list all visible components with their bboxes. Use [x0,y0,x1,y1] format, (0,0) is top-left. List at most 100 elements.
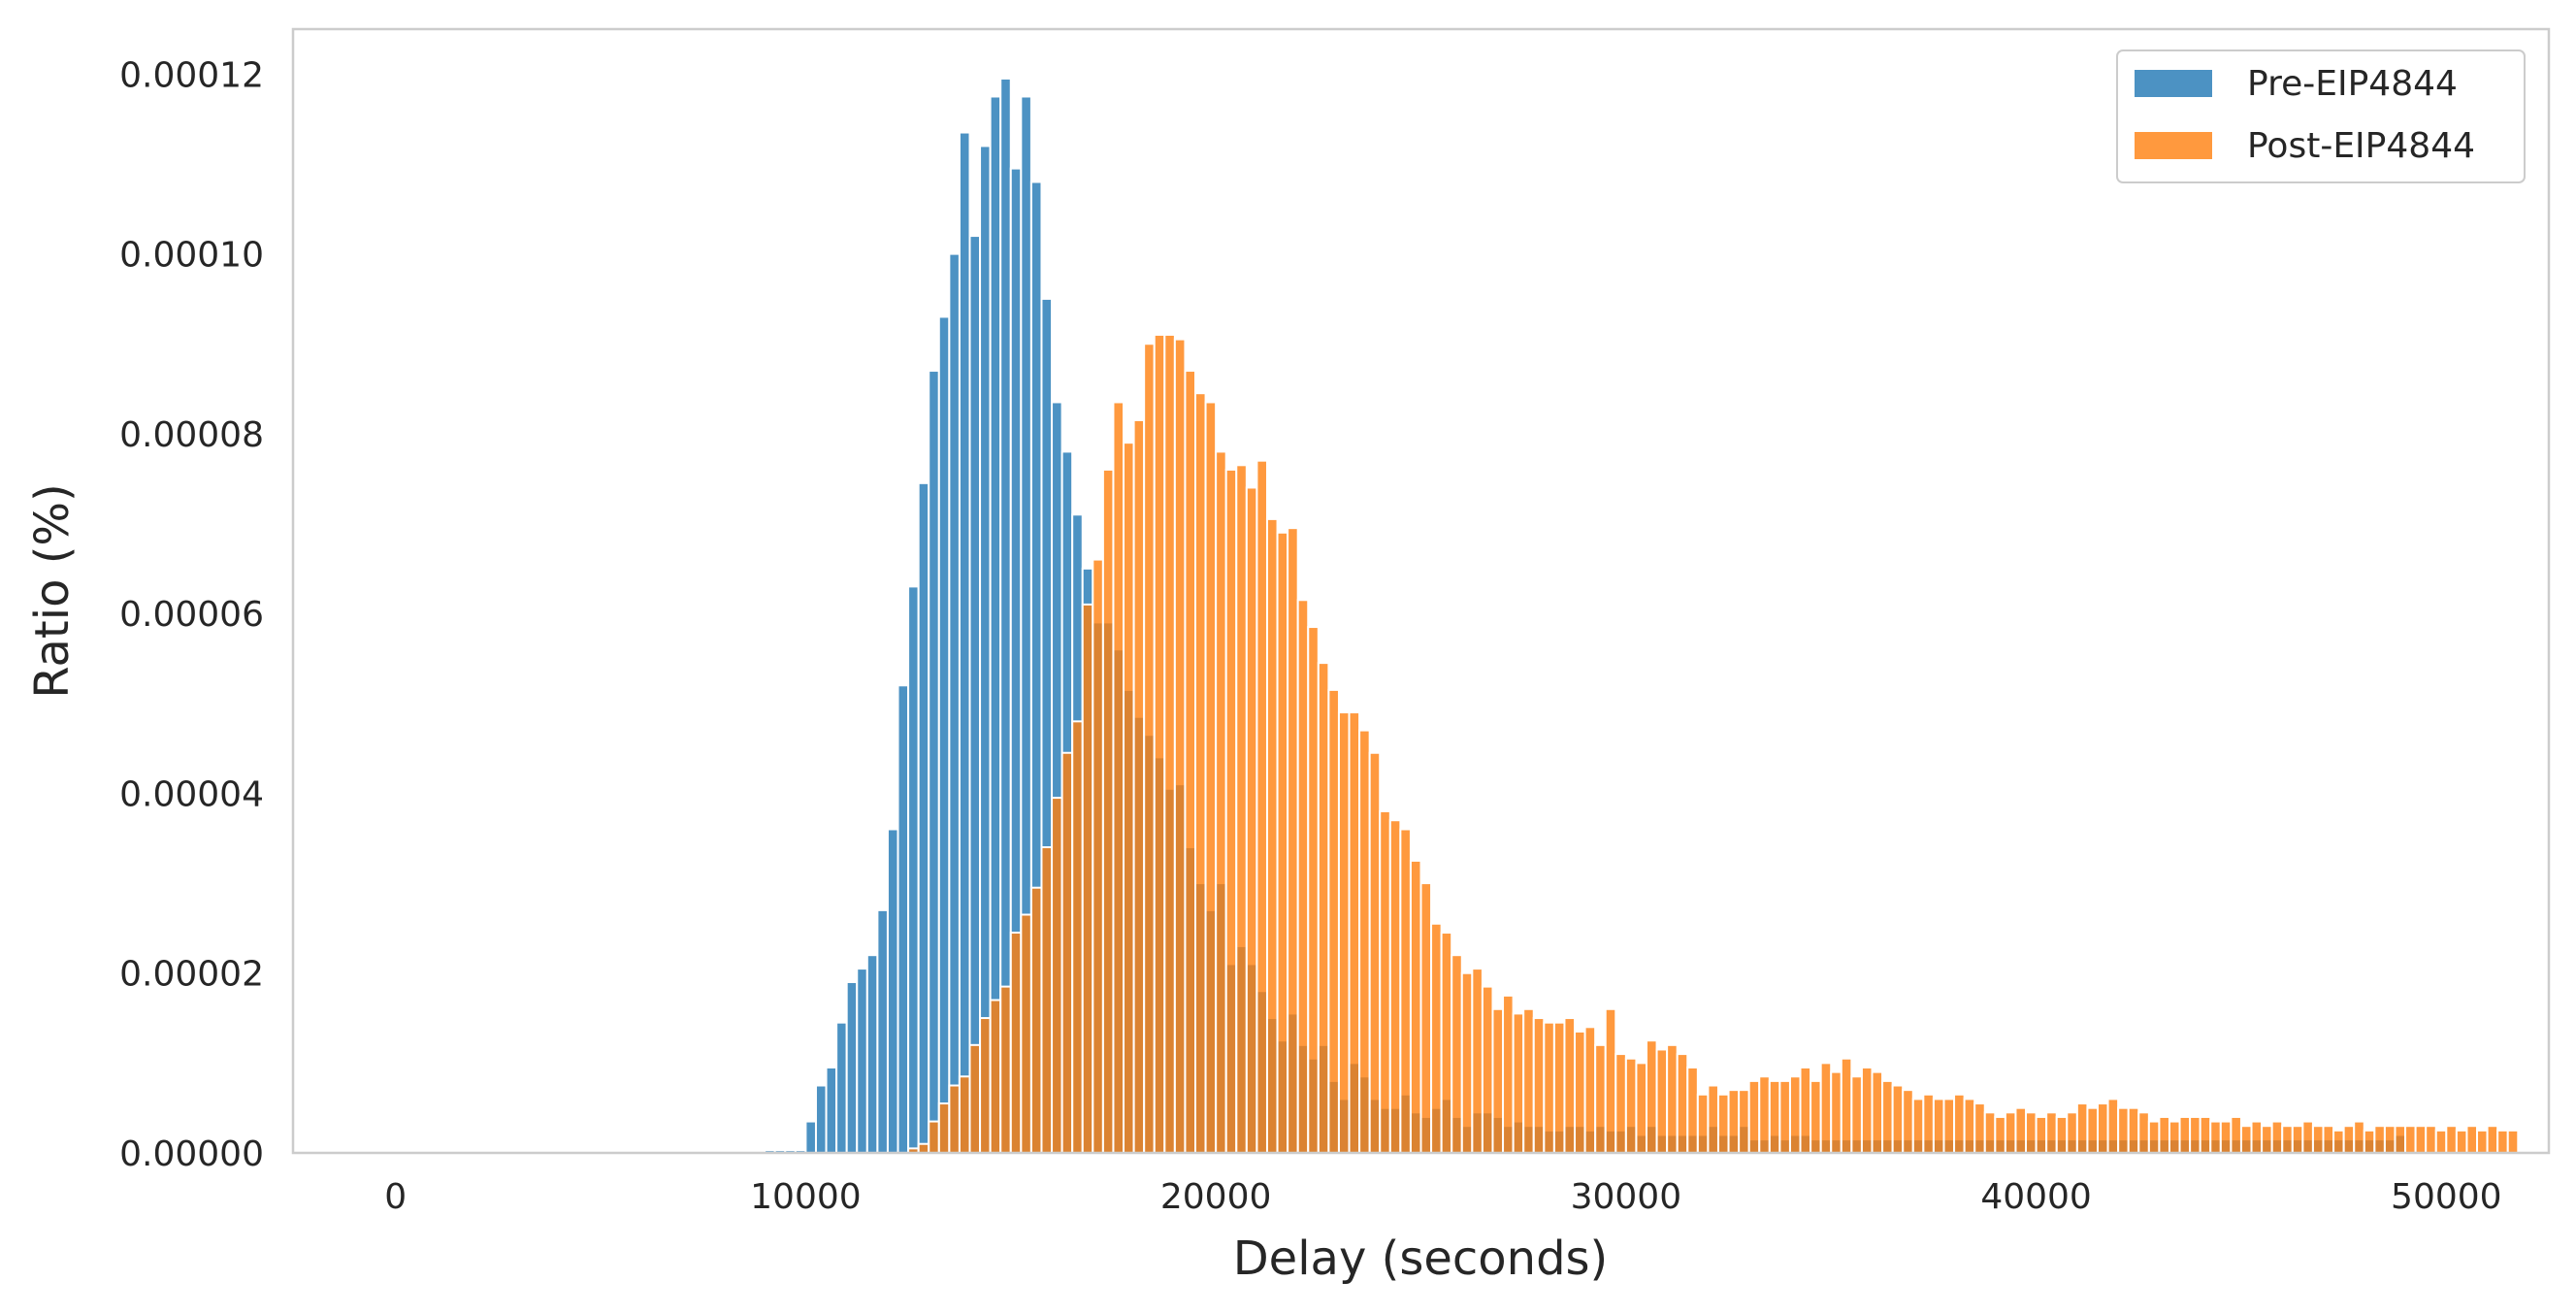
bar-post-152 [2281,1125,2294,1155]
bar-post-73 [1471,968,1484,1155]
bar-pre-15 [876,908,889,1155]
bar-post-133 [2086,1106,2100,1155]
bar-post-144 [2199,1115,2212,1154]
bar-post-88 [1624,1057,1638,1155]
bar-post-71 [1451,954,1463,1155]
bar-post-134 [2097,1102,2109,1154]
bar-post-69 [1430,922,1443,1154]
bar-post-169 [2455,1129,2468,1154]
bar-post-37 [1101,468,1115,1155]
bar-post-38 [1112,401,1125,1154]
bar-post-127 [2025,1111,2038,1155]
bar-post-149 [2250,1120,2264,1155]
bar-post-157 [2332,1129,2345,1154]
bar-post-77 [1512,1012,1525,1154]
bar-post-25 [979,1017,992,1155]
x-tick-label: 20000 [1160,1177,1272,1217]
bar-post-36 [1092,558,1104,1154]
bar-post-22 [948,1084,961,1155]
bar-post-64 [1379,809,1391,1155]
bar-post-153 [2291,1125,2304,1155]
bar-post-112 [1871,1070,1884,1155]
bar-post-39 [1123,442,1135,1155]
bar-post-80 [1543,1021,1555,1154]
bar-post-100 [1747,1079,1761,1154]
bar-post-115 [1902,1089,1914,1154]
bar-post-86 [1604,1007,1617,1154]
bar-pre-20 [928,370,940,1155]
bar-post-89 [1635,1062,1647,1154]
y-axis-ticks: 0.00000 0.00002 0.00004 0.00006 0.00008 0.000… [119,55,264,1174]
bar-post-132 [2075,1102,2089,1154]
bar-post-150 [2261,1125,2273,1155]
bar-post-160 [2363,1129,2376,1154]
bar-post-87 [1614,1053,1627,1154]
bar-post-172 [2486,1125,2499,1155]
bar-post-163 [2394,1125,2407,1155]
bar-post-174 [2506,1129,2520,1154]
bar-post-170 [2465,1125,2479,1155]
bar-post-81 [1552,1021,1566,1154]
legend-swatch-pre-eip4844 [2135,70,2212,97]
bar-post-145 [2209,1120,2222,1155]
bar-post-84 [1583,1026,1597,1154]
bar-pre-10 [825,1066,838,1154]
bar-pre-12 [845,980,859,1155]
bar-post-130 [2055,1115,2069,1154]
bar-post-41 [1143,343,1156,1154]
bar-post-136 [2117,1106,2130,1155]
bar-post-167 [2434,1129,2448,1154]
bar-post-106 [1810,1079,1822,1154]
bar-post-158 [2342,1125,2356,1155]
bar-post-137 [2127,1106,2140,1155]
bar-pre-16 [886,828,899,1154]
bar-post-139 [2147,1120,2161,1155]
bar-post-31 [1040,846,1054,1154]
bar-pre-25 [979,145,992,1154]
bar-post-95 [1696,1093,1710,1155]
bar-post-20 [928,1120,940,1155]
bar-post-32 [1051,797,1063,1155]
legend-box [2116,49,2526,183]
bar-post-162 [2383,1125,2397,1155]
y-tick-label: 0.00008 [119,415,264,455]
bar-post-135 [2106,1098,2120,1155]
bar-post-141 [2168,1120,2181,1155]
bar-post-104 [1788,1075,1802,1154]
bar-post-140 [2158,1115,2170,1154]
bar-post-65 [1388,819,1402,1154]
bar-post-50 [1235,464,1248,1154]
bar-post-49 [1224,468,1238,1155]
y-tick-label: 0.00012 [119,55,264,95]
bar-post-26 [989,999,1002,1154]
x-tick-label: 40000 [1980,1177,2092,1217]
bar-pre-14 [865,954,879,1155]
bar-pre-11 [835,1021,848,1154]
bar-post-56 [1296,599,1310,1154]
bar-post-151 [2270,1120,2284,1155]
bar-pre-9 [814,1084,828,1155]
bar-pre-19 [917,481,930,1155]
bar-post-161 [2373,1125,2386,1155]
bar-post-53 [1265,517,1279,1154]
bar-post-154 [2301,1120,2314,1155]
bar-post-34 [1071,720,1084,1154]
bar-post-101 [1758,1075,1771,1154]
bar-post-103 [1778,1079,1791,1154]
x-tick-label: 0 [384,1177,407,1217]
bar-post-62 [1358,729,1371,1154]
bar-post-70 [1440,932,1453,1154]
bar-post-83 [1574,1030,1586,1155]
bar-post-29 [1020,913,1032,1155]
bar-post-124 [1994,1115,2006,1154]
y-tick-label: 0.00010 [119,236,264,276]
bar-post-63 [1368,751,1382,1154]
bar-pre-24 [968,235,982,1154]
bar-post-52 [1255,459,1268,1154]
bar-post-121 [1963,1098,1976,1155]
bar-post-110 [1850,1075,1863,1154]
bar-post-91 [1655,1048,1669,1154]
bar-post-47 [1204,401,1218,1154]
bar-pre-18 [907,585,920,1154]
